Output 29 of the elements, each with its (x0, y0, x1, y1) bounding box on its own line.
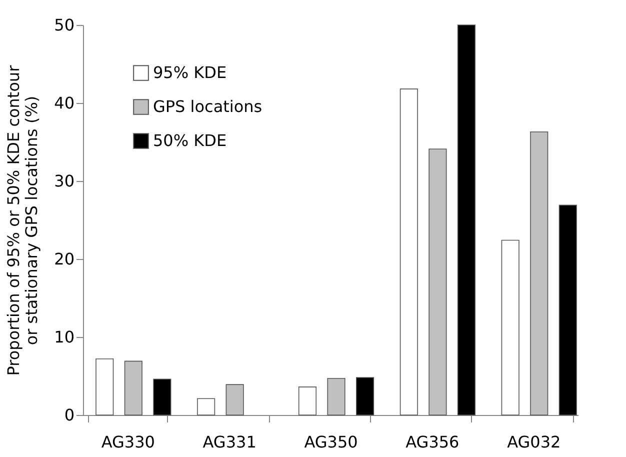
bar (457, 24, 476, 416)
y-tick-label: 40 (54, 94, 74, 112)
bar (153, 378, 172, 416)
x-tick-label: AG331 (202, 432, 256, 452)
x-tick-label: AG350 (304, 432, 358, 452)
bar (298, 386, 317, 416)
bar (501, 240, 520, 416)
bar (356, 377, 374, 416)
legend-label: 95% KDE (153, 63, 227, 82)
bar (400, 88, 418, 416)
bar (428, 148, 447, 416)
y-axis-title: Proportion of 95% or 50% KDE contour or stationary GPS locations (%) (4, 64, 42, 376)
x-tick-label: AG032 (507, 432, 561, 452)
bar (226, 384, 244, 416)
legend-label: 50% KDE (153, 131, 227, 150)
y-tick-label: 10 (54, 328, 74, 346)
y-tick-label: 30 (54, 172, 74, 190)
legend-label: GPS locations (153, 97, 262, 116)
x-tick-label: AG356 (406, 432, 460, 452)
bar (558, 204, 577, 416)
y-tick-label: 50 (54, 16, 74, 34)
y-tick-label: 20 (54, 250, 74, 268)
bar (530, 131, 548, 416)
bar (327, 378, 346, 416)
x-tick-label: AG330 (101, 432, 155, 452)
bar (197, 398, 216, 416)
y-tick-label: 0 (64, 406, 74, 424)
bar (96, 358, 114, 416)
bar (124, 360, 142, 416)
